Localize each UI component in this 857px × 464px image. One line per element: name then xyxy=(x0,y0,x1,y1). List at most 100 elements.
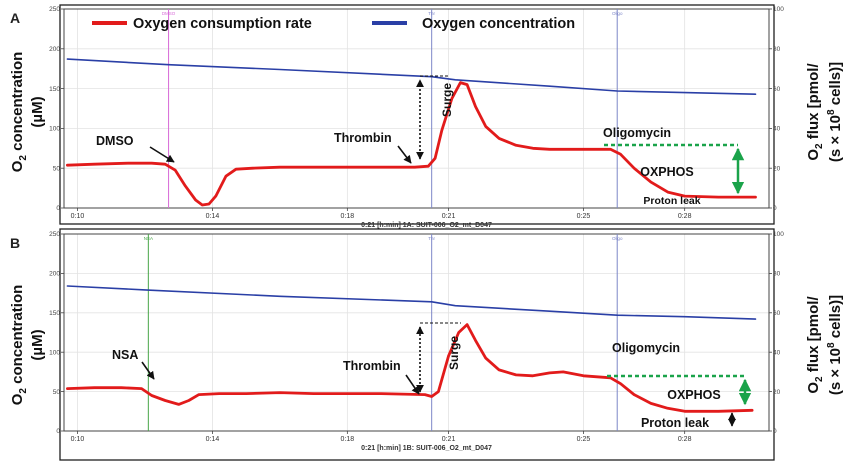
right-tick-label: 40 xyxy=(773,349,781,356)
event-marker-label: DMSO xyxy=(162,11,176,16)
right-axis-title-rest: flux [pmol/ xyxy=(805,296,822,377)
x-tick-label: 0:10 xyxy=(71,436,85,443)
left-tick-label: 100 xyxy=(49,126,60,133)
x-tick-label: 0:14 xyxy=(206,436,220,443)
annotation-label: NSA xyxy=(112,348,138,362)
panel-letter: A xyxy=(10,10,20,26)
left-tick-label: 100 xyxy=(49,349,60,356)
x-tick-label: 0:21 xyxy=(442,436,456,443)
right-tick-label: 60 xyxy=(773,310,781,317)
right-tick-label: 0 xyxy=(773,205,777,212)
right-axis-unit-sup: 8 xyxy=(826,109,837,115)
right-axis-unit-sup: 8 xyxy=(826,342,837,348)
annotation-label: Thrombin xyxy=(343,359,401,373)
annotation-label: OXPHOS xyxy=(667,388,721,402)
left-tick-label: 250 xyxy=(49,6,60,13)
left-axis-unit: (µM) xyxy=(29,329,46,360)
right-tick-label: 60 xyxy=(773,86,781,93)
left-tick-label: 150 xyxy=(49,310,60,317)
right-axis-title-o: O xyxy=(805,382,822,394)
panel-b: B 0 50 100 150 200 250 0 20 40 60 80 100 0:10 0:14 0:18… xyxy=(10,228,784,461)
right-axis-title: O2 flux [pmol/ xyxy=(805,296,825,394)
series-line-oxygen-concentration xyxy=(66,285,757,320)
annotation-label: Oligomycin xyxy=(603,126,671,140)
legend-label: Oxygen consumption rate xyxy=(133,16,312,32)
plot-frame xyxy=(63,233,770,432)
right-axis-unit-post: cells)] xyxy=(827,62,844,110)
annotation-label: Oligomycin xyxy=(612,341,680,355)
left-tick-label: 250 xyxy=(49,231,60,238)
annotation-label: Thrombin xyxy=(334,131,392,145)
left-axis-title-rest: concentration xyxy=(9,52,26,155)
left-axis-title-sub: 2 xyxy=(18,388,29,394)
axes: 0 50 100 150 200 250 0 20 40 60 80 100 0:10 0:14 0:18 0… xyxy=(49,6,784,220)
x-tick-label: 0:28 xyxy=(678,436,692,443)
left-axis-title-sub: 2 xyxy=(18,155,29,161)
left-tick-label: 200 xyxy=(49,271,60,278)
left-tick-label: 0 xyxy=(56,428,60,435)
right-tick-label: 80 xyxy=(773,46,781,53)
right-tick-label: 20 xyxy=(773,165,781,172)
x-tick-label: 0:14 xyxy=(206,213,220,220)
left-axis-unit: (µM) xyxy=(29,96,46,127)
right-axis-unit: (s × 108 cells)] xyxy=(826,295,844,395)
plot-frame xyxy=(63,8,770,209)
annotation-label: OXPHOS xyxy=(640,165,694,179)
right-tick-label: 40 xyxy=(773,126,781,133)
right-axis-unit-post: cells)] xyxy=(827,295,844,343)
annotation-arrow xyxy=(405,374,420,395)
left-axis-title-o: O xyxy=(9,160,26,172)
annotation-arrow xyxy=(141,361,155,380)
right-axis-title-sub: 2 xyxy=(814,376,825,382)
left-tick-label: 50 xyxy=(53,389,61,396)
x-tick-label: 0:18 xyxy=(341,436,355,443)
event-marker-label: Thr xyxy=(428,236,435,241)
x-axis-title: 0:21 [h:min] 1A: SUIT-006_O2_mt_D047 xyxy=(361,222,492,229)
series-line-oxygen-concentration xyxy=(66,58,757,95)
x-tick-label: 0:25 xyxy=(577,436,591,443)
annotation-label: DMSO xyxy=(96,134,134,148)
left-tick-label: 150 xyxy=(49,86,60,93)
right-tick-label: 80 xyxy=(773,271,781,278)
x-tick-label: 0:25 xyxy=(577,213,591,220)
event-marker-label: Oligo xyxy=(612,236,623,241)
right-axis-unit-pre: (s × 10 xyxy=(827,348,844,395)
x-tick-label: 0:21 xyxy=(442,213,456,220)
axis-titles: O2 concentration (µM)O2 concentration (µM)… xyxy=(9,52,844,406)
panel-letter: B xyxy=(10,235,20,251)
left-tick-label: 200 xyxy=(49,46,60,53)
event-marker-label: Oligo xyxy=(612,11,623,16)
series-line-oxygen-consumption-rate xyxy=(66,81,757,207)
right-tick-label: 0 xyxy=(773,428,777,435)
x-tick-label: 0:10 xyxy=(71,213,85,220)
left-axis-title-o: O xyxy=(9,393,26,405)
right-axis-title-rest: flux [pmol/ xyxy=(805,63,822,144)
annotation-arrow xyxy=(397,145,412,164)
annotation-label: Surge xyxy=(447,336,461,370)
left-axis-title: O2 concentration xyxy=(9,285,29,406)
panel-border xyxy=(59,228,775,461)
right-tick-label: 20 xyxy=(773,389,781,396)
x-axis-title: 0:21 [h:min] 1B: SUIT-006_O2_mt_D047 xyxy=(361,445,492,452)
annotation-label: Proton leak xyxy=(641,416,709,430)
annotation-label: Surge xyxy=(440,83,454,117)
event-marker-label: Thr xyxy=(428,11,435,16)
x-tick-label: 0:28 xyxy=(678,213,692,220)
legend: Oxygen consumption rate Oxygen concentrat… xyxy=(92,16,575,32)
right-axis-title-o: O xyxy=(805,149,822,161)
legend-label: Oxygen concentration xyxy=(422,16,575,32)
right-tick-label: 100 xyxy=(773,231,784,238)
event-marker-label: NSA xyxy=(144,236,153,241)
right-axis-title-sub: 2 xyxy=(814,143,825,149)
right-axis-unit: (s × 108 cells)] xyxy=(826,62,844,162)
left-axis-title: O2 concentration xyxy=(9,52,29,173)
right-tick-label: 100 xyxy=(773,6,784,13)
right-axis-title: O2 flux [pmol/ xyxy=(805,63,825,161)
panel-border xyxy=(59,4,775,225)
x-tick-label: 0:18 xyxy=(341,213,355,220)
annotation-arrow xyxy=(149,146,175,163)
left-tick-label: 0 xyxy=(56,205,60,212)
axes: 0 50 100 150 200 250 0 20 40 60 80 100 0:10 0:14 0:18 0… xyxy=(49,231,784,443)
panel-a: A 0 50 100 150 200 250 0 20 40 60 80 100 0:10 0:14 0:18… xyxy=(10,4,784,229)
